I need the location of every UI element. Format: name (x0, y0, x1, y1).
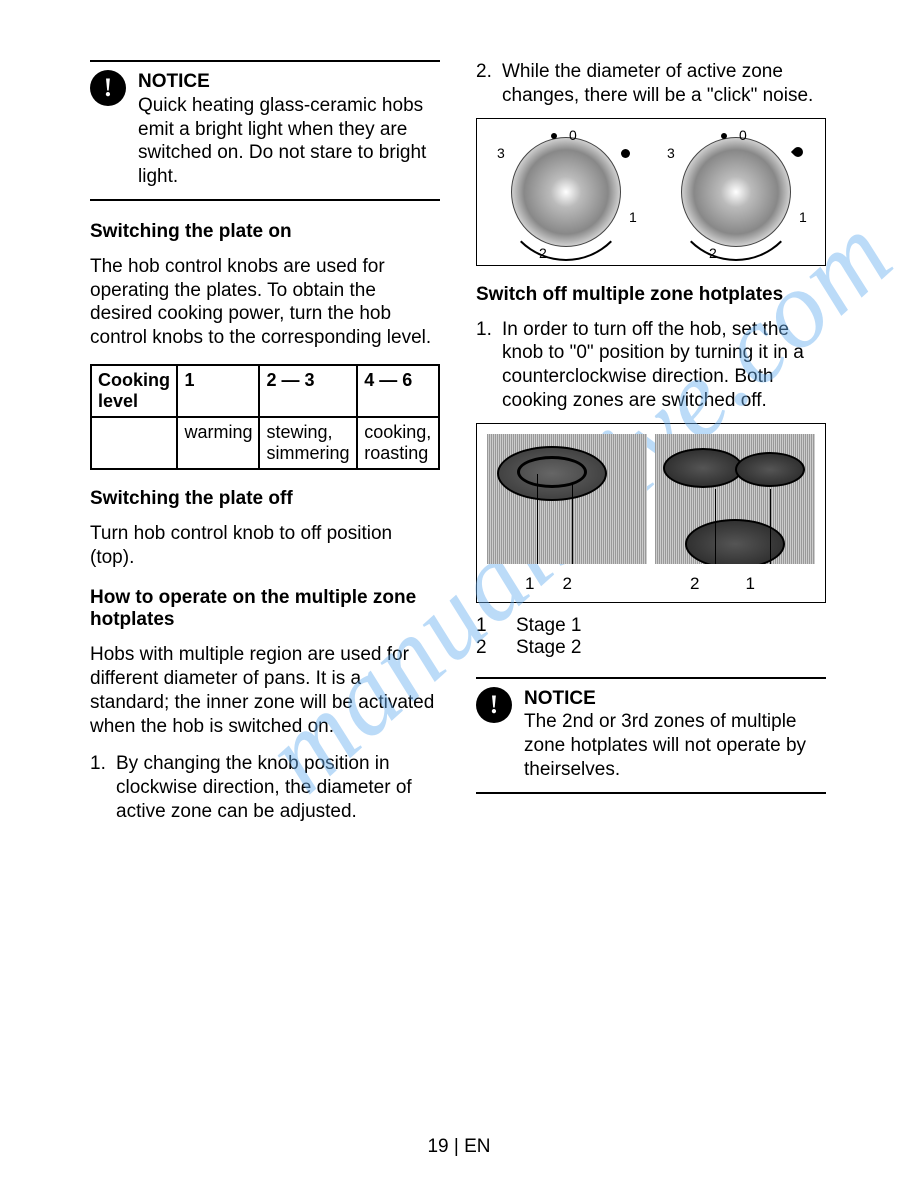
notice-text-1: NOTICE Quick heating glass-ceramic hobs … (138, 70, 440, 189)
knob-dot-icon (621, 149, 630, 158)
page-columns: ! NOTICE Quick heating glass-ceramic hob… (90, 60, 848, 834)
knob-label-left: 3 (667, 145, 675, 161)
page-footer: 19 | EN (0, 1136, 918, 1158)
legend-text-1: Stage 1 (516, 615, 582, 637)
leader-line (715, 489, 716, 564)
zone-num: 2 (562, 574, 571, 594)
notice-icon: ! (90, 70, 126, 106)
para-switch-off: Turn hob control knob to off position (t… (90, 522, 440, 570)
zone-inner-ellipse (517, 456, 587, 488)
legend-row: 2 Stage 2 (476, 637, 826, 659)
exclamation-icon: ! (104, 73, 113, 103)
legend-num-2: 2 (476, 637, 516, 659)
zone-num: 2 (690, 574, 699, 594)
knob-figure: 0 3 1 2 0 3 1 2 (476, 118, 826, 266)
knob-label-left: 3 (497, 145, 505, 161)
zone-ellipse-2 (735, 452, 805, 487)
right-column: 2. While the diameter of active zone cha… (476, 60, 826, 834)
list-item: 2. While the diameter of active zone cha… (476, 60, 826, 108)
list-number: 1. (476, 318, 502, 413)
list-text-off1: In order to turn off the hob, set the kn… (502, 318, 826, 413)
heading-switch-off: Switching the plate off (90, 488, 440, 510)
table-row: Cooking level 1 2 — 3 4 — 6 (91, 365, 439, 417)
stage-legend: 1 Stage 1 2 Stage 2 (476, 615, 826, 659)
knob-label-right: 1 (799, 209, 807, 225)
zones-figure: 1 2 2 1 (476, 423, 826, 603)
heading-switch-on: Switching the plate on (90, 221, 440, 243)
knob-row: 0 3 1 2 0 3 1 2 (477, 119, 825, 265)
legend-text-2: Stage 2 (516, 637, 582, 659)
notice-box-2: ! NOTICE The 2nd or 3rd zones of multipl… (476, 677, 826, 794)
zones-panels (477, 424, 825, 574)
leader-line (537, 474, 538, 564)
notice-body-2: The 2nd or 3rd zones of multiple zone ho… (524, 711, 806, 780)
knob-arc-icon (671, 131, 801, 261)
table-header-col1: 1 (177, 365, 259, 417)
table-cell-warming: warming (177, 417, 259, 469)
notice-box-1: ! NOTICE Quick heating glass-ceramic hob… (90, 60, 440, 201)
ordered-list-left: 1. By changing the knob position in cloc… (90, 752, 440, 823)
notice-body-1: Quick heating glass-ceramic hobs emit a … (138, 95, 426, 187)
knob-flame-icon (791, 144, 805, 158)
table-cell-cooking: cooking, roasting (357, 417, 439, 469)
legend-row: 1 Stage 1 (476, 615, 826, 637)
para-switch-on: The hob control knobs are used for opera… (90, 255, 440, 350)
zone-number-row: 1 2 2 1 (477, 574, 825, 602)
knob-left: 0 3 1 2 (491, 127, 641, 257)
table-header-col3: 4 — 6 (357, 365, 439, 417)
list-text-1: By changing the knob position in clockwi… (116, 752, 440, 823)
list-number: 2. (476, 60, 502, 108)
zone-ellipse-1 (663, 448, 743, 488)
leader-line (572, 484, 573, 564)
left-column: ! NOTICE Quick heating glass-ceramic hob… (90, 60, 440, 834)
legend-num-1: 1 (476, 615, 516, 637)
table-cell-empty (91, 417, 177, 469)
table-cell-stewing: stewing, simmering (259, 417, 357, 469)
table-header-col2: 2 — 3 (259, 365, 357, 417)
notice-title-2: NOTICE (524, 688, 596, 709)
ordered-list-switch-off: 1. In order to turn off the hob, set the… (476, 318, 826, 413)
list-number: 1. (90, 752, 116, 823)
leader-line (770, 489, 771, 564)
heading-switch-off-multi: Switch off multiple zone hotplates (476, 284, 826, 306)
para-multizone: Hobs with multiple region are used for d… (90, 643, 440, 738)
notice-text-2: NOTICE The 2nd or 3rd zones of multiple … (524, 687, 826, 782)
knob-arc-icon (501, 131, 631, 261)
zone-panel-left (487, 434, 647, 564)
zone-panel-right (655, 434, 815, 564)
zone-num: 1 (525, 574, 534, 594)
knob-right: 0 3 1 2 (661, 127, 811, 257)
ordered-list-right-top: 2. While the diameter of active zone cha… (476, 60, 826, 108)
zone-num: 1 (745, 574, 754, 594)
table-header-cooking-level: Cooking level (91, 365, 177, 417)
knob-label-right: 1 (629, 209, 637, 225)
list-item: 1. By changing the knob position in cloc… (90, 752, 440, 823)
exclamation-icon: ! (490, 690, 499, 720)
notice-icon: ! (476, 687, 512, 723)
list-text-2: While the diameter of active zone change… (502, 60, 826, 108)
cooking-level-table: Cooking level 1 2 — 3 4 — 6 warming stew… (90, 364, 440, 470)
list-item: 1. In order to turn off the hob, set the… (476, 318, 826, 413)
table-row: warming stewing, simmering cooking, roas… (91, 417, 439, 469)
heading-multizone: How to operate on the multiple zone hotp… (90, 587, 440, 631)
notice-title-1: NOTICE (138, 71, 210, 92)
